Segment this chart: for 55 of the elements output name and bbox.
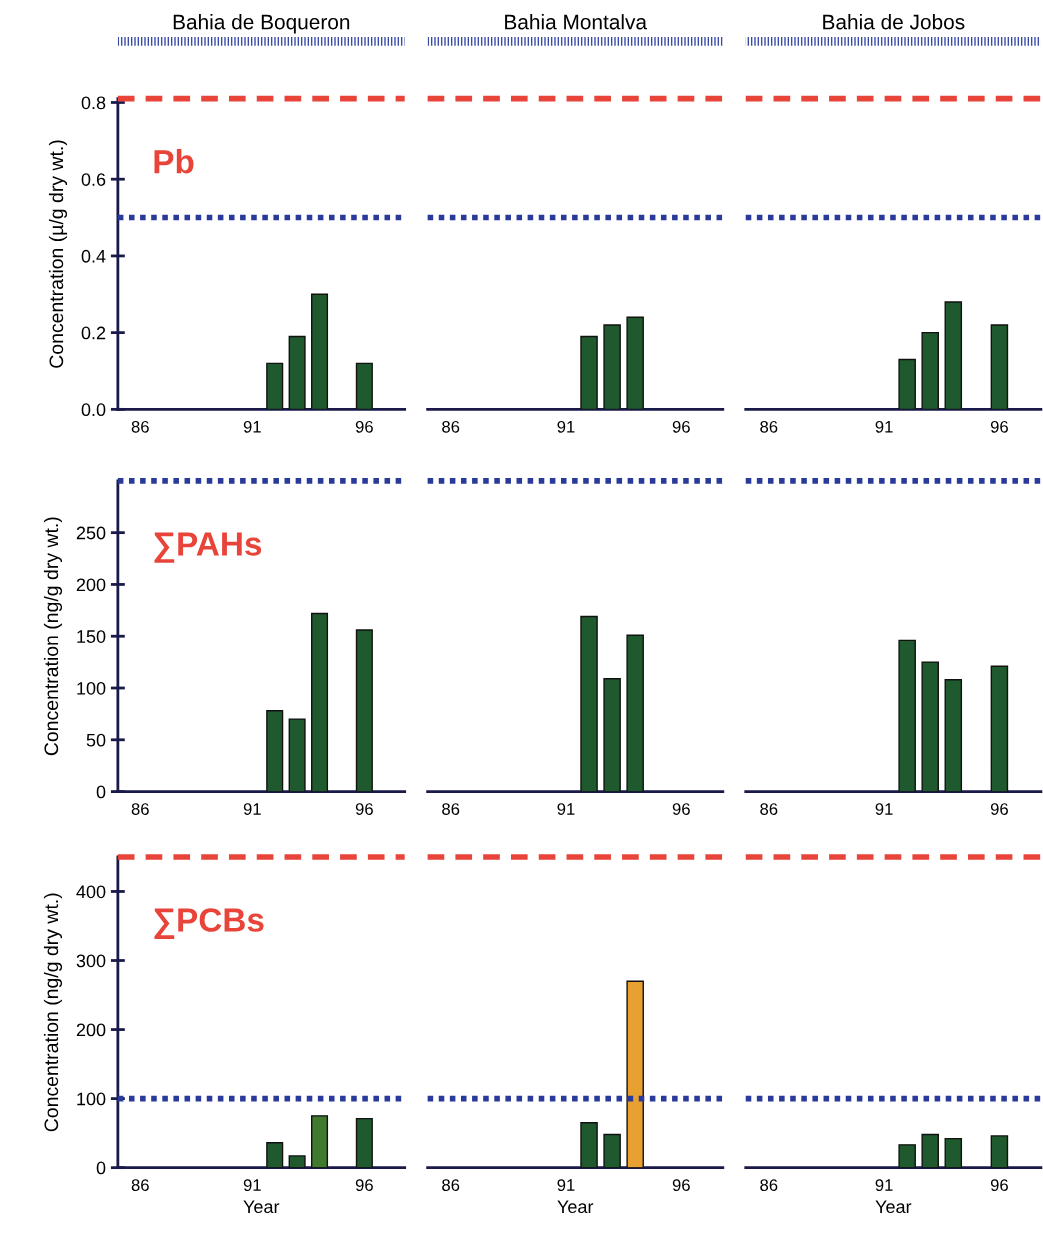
x-tick-label: 96	[990, 1179, 1008, 1191]
annotation: ∑PAHs	[154, 532, 262, 563]
y-tick-label: 100	[77, 1092, 106, 1106]
x-axis-title: Year	[557, 1200, 594, 1214]
x-tick-label: 86	[442, 1179, 460, 1191]
y-tick-label: 100	[77, 681, 106, 695]
x-tick-label: 96	[990, 803, 1008, 815]
x-tick-label: 91	[875, 1179, 893, 1191]
y-tick-label: 400	[76, 885, 106, 899]
y-tick-label: 250	[76, 526, 106, 540]
x-tick-label: 96	[672, 420, 690, 433]
x-tick-label: 96	[990, 420, 1008, 433]
chart-title: Bahia de Jobos	[823, 14, 965, 30]
x-tick-label: 91	[243, 1179, 261, 1191]
x-tick-label: 91	[557, 803, 575, 815]
x-tick-label: 91	[557, 1179, 575, 1191]
chart-title: Bahia Montalva	[505, 14, 648, 30]
x-tick-label: 96	[355, 1179, 373, 1191]
y-axis-title: Concentration (ng/g dry wt.)	[43, 517, 63, 756]
x-tick-label: 86	[442, 420, 460, 433]
y-tick-label: 0.4	[81, 249, 106, 263]
x-tick-label: 86	[131, 420, 149, 433]
y-tick-label: 300	[76, 954, 106, 968]
x-tick-label: 86	[131, 1179, 149, 1191]
x-tick-label: 96	[672, 803, 690, 815]
x-tick-label: 91	[243, 803, 261, 815]
y-tick-label: 200	[76, 1023, 106, 1037]
x-tick-label: 96	[355, 420, 373, 433]
y-tick-label: 0.8	[81, 96, 106, 110]
y-tick-label: 50	[86, 733, 106, 747]
x-tick-label: 91	[875, 803, 893, 815]
x-tick-label: 86	[442, 803, 460, 815]
y-tick-label: 0	[96, 1161, 106, 1175]
x-tick-label: 86	[760, 420, 778, 433]
x-axis-title: Year	[243, 1200, 280, 1214]
x-tick-label: 96	[672, 1179, 690, 1191]
y-tick-label: 0.2	[81, 326, 106, 340]
x-tick-label: 91	[243, 420, 261, 433]
y-tick-label: 0.6	[81, 173, 106, 186]
annotation: ∑PCBs	[154, 908, 264, 939]
y-tick-label: 200	[76, 578, 106, 592]
x-tick-label: 96	[355, 803, 373, 815]
y-axis-title: Concentration (µ/g dry wt.)	[48, 140, 68, 368]
x-tick-label: 91	[557, 420, 575, 433]
y-axis-title: Concentration (ng/g dry wt.)	[43, 893, 63, 1132]
y-tick-label: 150	[77, 630, 106, 643]
y-tick-label: 0.0	[81, 403, 106, 417]
x-tick-label: 86	[760, 803, 778, 815]
x-axis-title: Year	[875, 1200, 912, 1214]
annotation: Pb	[154, 149, 194, 174]
x-tick-label: 91	[875, 420, 893, 433]
x-tick-label: 86	[131, 803, 149, 815]
y-tick-label: 0	[96, 785, 106, 799]
x-tick-label: 86	[760, 1179, 778, 1191]
chart-title: Bahia de Boqueron	[173, 14, 350, 34]
